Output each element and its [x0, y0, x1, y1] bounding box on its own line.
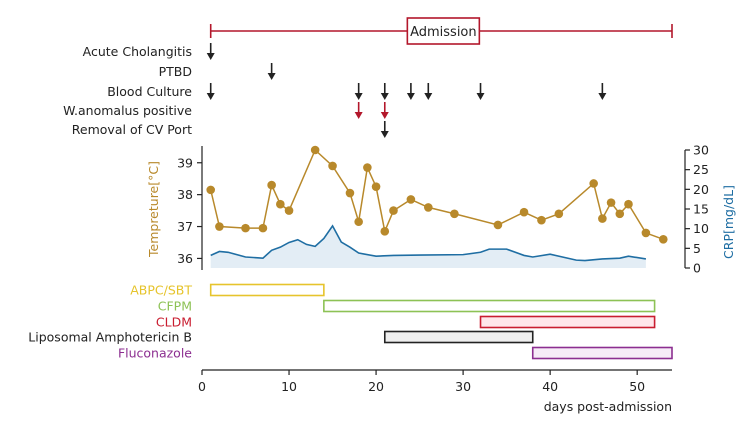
drug-duration-bar — [209, 283, 325, 297]
temperature-point — [598, 214, 607, 223]
temperature-point — [328, 161, 337, 171]
temperature-point — [450, 209, 459, 219]
temperature-point — [624, 199, 633, 209]
temperature-tick-label: 39 — [177, 155, 193, 170]
admission-label-box — [406, 17, 481, 45]
event-arrow-icon — [380, 93, 389, 100]
admission-bar: Admission — [209, 17, 673, 45]
crp-line — [210, 224, 647, 262]
drug-duration-bar — [383, 330, 534, 344]
temperature-point — [276, 199, 285, 209]
temperature-point — [389, 206, 398, 215]
event-label: Acute Cholangitis — [83, 44, 192, 59]
crp-tick-label: 0 — [693, 261, 701, 276]
temperature-point — [519, 207, 529, 217]
event-arrow-icon — [424, 93, 433, 100]
days-tick-label: 50 — [629, 379, 645, 394]
temperature-point — [267, 180, 276, 190]
temperature-point — [406, 195, 416, 204]
crp-tick-label: 25 — [693, 162, 709, 177]
temperature-axis-title: Tempreture[°C] — [146, 161, 161, 258]
temperature-point — [615, 209, 625, 219]
temperature-point — [206, 185, 216, 195]
temperature-point — [345, 188, 355, 198]
drug-duration-bar — [479, 315, 656, 329]
temperature-point — [354, 217, 363, 227]
days-tick-label: 30 — [455, 379, 471, 394]
admission-label: Admission — [410, 25, 477, 40]
temperature-point — [537, 215, 546, 225]
temperature-point — [493, 220, 503, 230]
temperature-tick-label: 37 — [177, 219, 193, 234]
event-arrow-icon — [354, 93, 363, 100]
event-label: Removal of CV Port — [72, 122, 192, 137]
temperature-point — [371, 182, 381, 191]
drug-label: Fluconazole — [118, 346, 192, 361]
temperature-point — [606, 198, 616, 207]
crp-tick-label: 5 — [693, 241, 701, 256]
event-arrow-icon — [406, 93, 415, 100]
event-arrow-icon — [598, 93, 607, 100]
drug-duration-bar — [531, 346, 673, 360]
event-rows: Acute Cholangitis PTBD Blood Culture W.anom… — [63, 43, 607, 138]
temperature-point — [215, 222, 224, 231]
event-arrow-icon — [380, 131, 389, 138]
temperature-point — [641, 228, 651, 238]
drug-label: CLDM — [156, 315, 192, 330]
event-arrow-icon — [206, 53, 215, 60]
drug-duration-bar — [323, 299, 656, 313]
temperature-point — [554, 209, 564, 219]
event-arrow-icon — [267, 73, 276, 80]
event-label: W.anomalus positive — [63, 103, 192, 118]
temperature-point — [310, 145, 320, 155]
temperature-tick-label: 38 — [177, 187, 193, 202]
temperature-point — [380, 227, 390, 236]
crp-tick-label: 15 — [693, 202, 709, 217]
temperature-point — [284, 206, 294, 215]
event-label: Blood Culture — [107, 84, 192, 99]
drug-label: CFPM — [158, 299, 192, 314]
drug-label: Liposomal Amphotericin B — [28, 330, 192, 345]
temperature-point — [423, 203, 433, 212]
event-arrow-icon — [206, 93, 215, 100]
event-arrow-icon — [380, 112, 389, 119]
days-axis-title: days post-admission — [544, 399, 672, 414]
plot-area — [206, 145, 668, 268]
crp-axis-title: CRP[mg/dL] — [721, 185, 736, 259]
event-arrow-icon — [354, 112, 363, 119]
temperature-point — [658, 234, 668, 244]
temperature-point — [241, 223, 250, 233]
temperature-point — [589, 179, 598, 188]
days-tick-label: 0 — [198, 379, 206, 394]
days-tick-label: 10 — [281, 379, 297, 394]
axes: Tempreture[°C] CRP[mg/dL] days post-admi… — [146, 143, 736, 415]
crp-tick-label: 10 — [693, 221, 709, 236]
temperature-point — [363, 163, 372, 172]
crp-tick-label: 20 — [693, 182, 709, 197]
temperature-point — [258, 223, 268, 233]
days-tick-label: 40 — [542, 379, 558, 394]
event-label: PTBD — [159, 64, 192, 79]
event-arrow-icon — [476, 93, 485, 100]
temperature-tick-label: 36 — [177, 251, 193, 266]
crp-area — [210, 225, 646, 268]
temperature-line — [209, 148, 664, 241]
crp-tick-label: 30 — [693, 143, 709, 158]
days-tick-label: 20 — [368, 379, 384, 394]
drug-label: ABPC/SBT — [130, 283, 192, 298]
